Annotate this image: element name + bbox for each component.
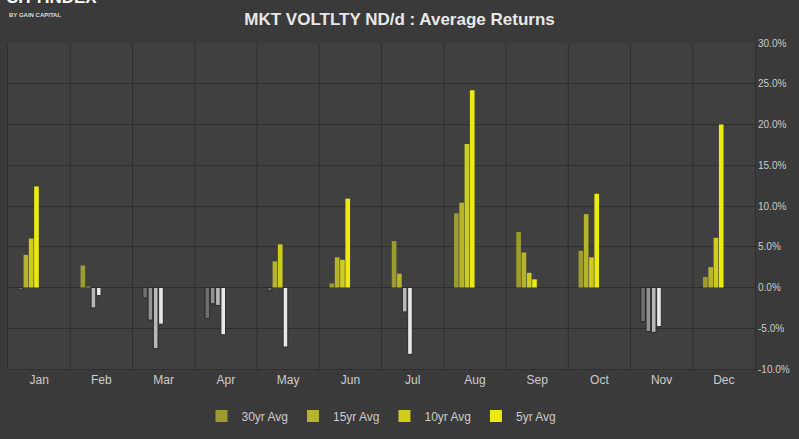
- svg-text:10yr Avg: 10yr Avg: [424, 410, 470, 424]
- svg-text:15yr Avg: 15yr Avg: [333, 410, 379, 424]
- svg-text:-10.0%: -10.0%: [758, 364, 790, 375]
- svg-text:15.0%: 15.0%: [758, 160, 786, 171]
- svg-text:Mar: Mar: [153, 373, 174, 387]
- svg-text:Sep: Sep: [526, 373, 548, 387]
- svg-text:5.0%: 5.0%: [758, 241, 781, 252]
- svg-text:Jun: Jun: [341, 373, 360, 387]
- svg-text:Jan: Jan: [29, 373, 48, 387]
- svg-text:Aug: Aug: [464, 373, 485, 387]
- svg-text:Apr: Apr: [217, 373, 236, 387]
- svg-text:May: May: [277, 373, 300, 387]
- svg-text:Jul: Jul: [405, 373, 420, 387]
- svg-text:Feb: Feb: [91, 373, 112, 387]
- svg-text:0.0%: 0.0%: [758, 282, 781, 293]
- svg-text:5yr Avg: 5yr Avg: [516, 410, 556, 424]
- svg-text:20.0%: 20.0%: [758, 119, 786, 130]
- svg-text:30yr Avg: 30yr Avg: [242, 410, 288, 424]
- svg-text:BY GAIN CAPITAL: BY GAIN CAPITAL: [9, 12, 61, 18]
- svg-text:-5.0%: -5.0%: [758, 323, 784, 334]
- svg-text:Nov: Nov: [651, 373, 672, 387]
- svg-text:CITYINDEX: CITYINDEX: [6, 0, 97, 7]
- svg-text:30.0%: 30.0%: [758, 38, 786, 49]
- svg-text:Oct: Oct: [590, 373, 609, 387]
- svg-text:Dec: Dec: [713, 373, 734, 387]
- svg-text:25.0%: 25.0%: [758, 78, 786, 89]
- svg-text:10.0%: 10.0%: [758, 201, 786, 212]
- svg-text:MKT VOLTLTY ND/d : Average Ret: MKT VOLTLTY ND/d : Average Returns: [244, 10, 554, 29]
